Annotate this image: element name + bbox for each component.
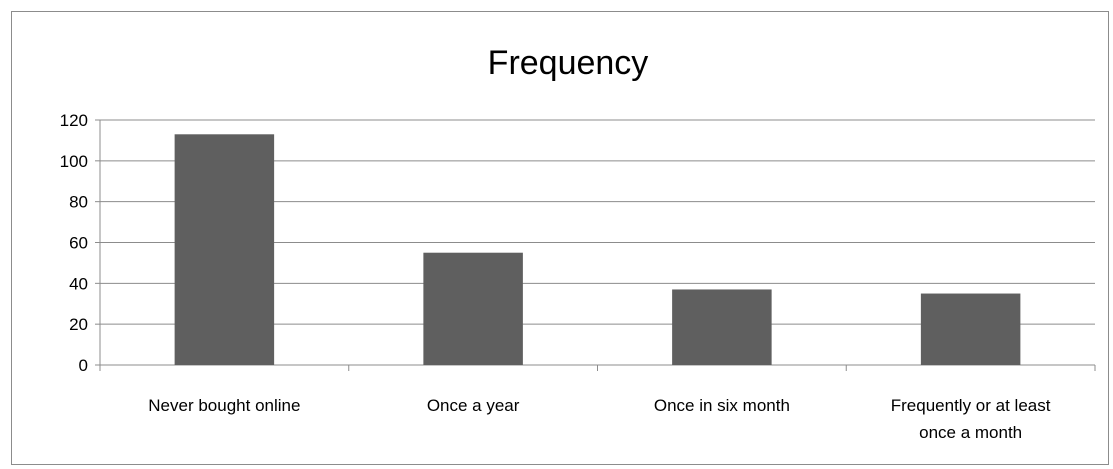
bar — [920, 293, 1021, 365]
y-tick-label: 60 — [69, 234, 88, 253]
x-category-label: Once a year — [427, 396, 520, 415]
x-category-label-line: Frequently or at least — [891, 396, 1051, 415]
x-category-label-line: Once in six month — [654, 396, 790, 415]
y-tick-label: 100 — [60, 152, 88, 171]
x-category-label-line: Once a year — [427, 396, 520, 415]
y-tick-label: 120 — [60, 111, 88, 130]
y-tick-label: 40 — [69, 274, 88, 293]
chart-frame: Frequency 0 20 40 60 80 100 120 Never bought o… — [11, 11, 1109, 465]
y-tick-label: 0 — [79, 356, 88, 375]
bar-chart: Frequency 0 20 40 60 80 100 120 Never bought o… — [60, 44, 1096, 442]
x-category-label-line: once a month — [919, 423, 1022, 442]
x-category-label: Never bought online — [148, 396, 300, 415]
x-category-label: Once in six month — [654, 396, 790, 415]
y-tick-label: 80 — [69, 193, 88, 212]
x-axis-category-labels: Never bought online Once a year Once in si… — [148, 396, 1050, 442]
x-category-label-line: Never bought online — [148, 396, 300, 415]
bar — [423, 252, 523, 365]
x-category-label: Frequently or at least once a month — [891, 396, 1051, 442]
bar — [174, 134, 275, 365]
y-axis-tick-labels: 0 20 40 60 80 100 120 — [60, 111, 88, 375]
y-tick-label: 20 — [69, 315, 88, 334]
bars — [174, 134, 1021, 365]
bar — [672, 289, 772, 365]
chart-title: Frequency — [488, 44, 649, 82]
